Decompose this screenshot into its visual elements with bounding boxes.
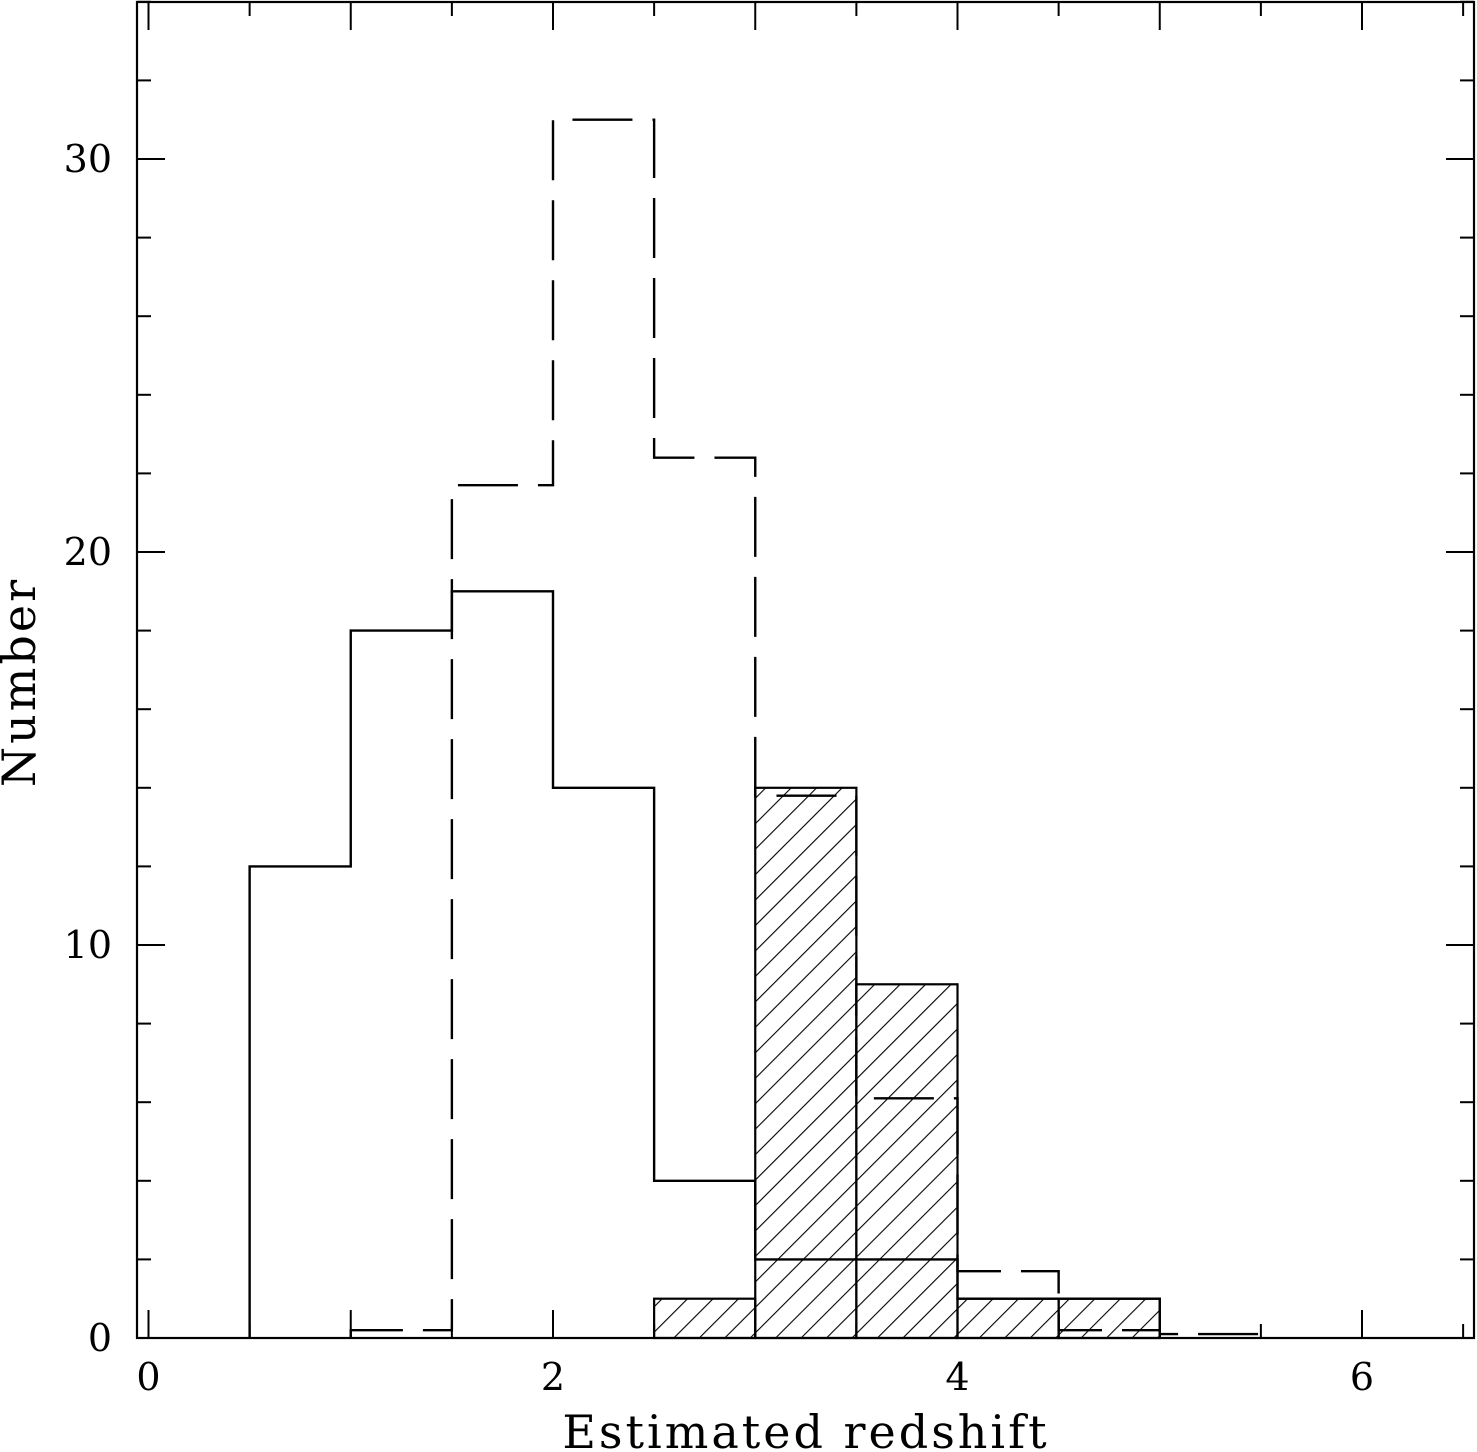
hatched-bar	[653, 1297, 757, 1340]
y-tick-label: 20	[64, 530, 112, 574]
hatched-bar	[855, 983, 959, 1340]
x-tick-label: 0	[136, 1355, 160, 1399]
x-tick-label: 2	[541, 1355, 565, 1399]
x-axis-title: Estimated redshift	[562, 1405, 1049, 1452]
x-tick-label: 6	[1350, 1355, 1374, 1399]
x-tick-label: 4	[945, 1355, 969, 1399]
solid-histogram-line	[248, 590, 1161, 1338]
hatched-bar	[1057, 1297, 1161, 1340]
y-tick-label: 0	[88, 1316, 112, 1360]
hatched-bar	[956, 1297, 1060, 1340]
dashed-histogram-line	[349, 118, 1263, 1338]
y-axis-title: Number	[0, 577, 46, 787]
hatched-bar	[754, 786, 858, 1340]
plot-frame	[135, 0, 1476, 1340]
y-tick-label: 10	[64, 923, 112, 967]
y-tick-label: 30	[64, 137, 112, 181]
